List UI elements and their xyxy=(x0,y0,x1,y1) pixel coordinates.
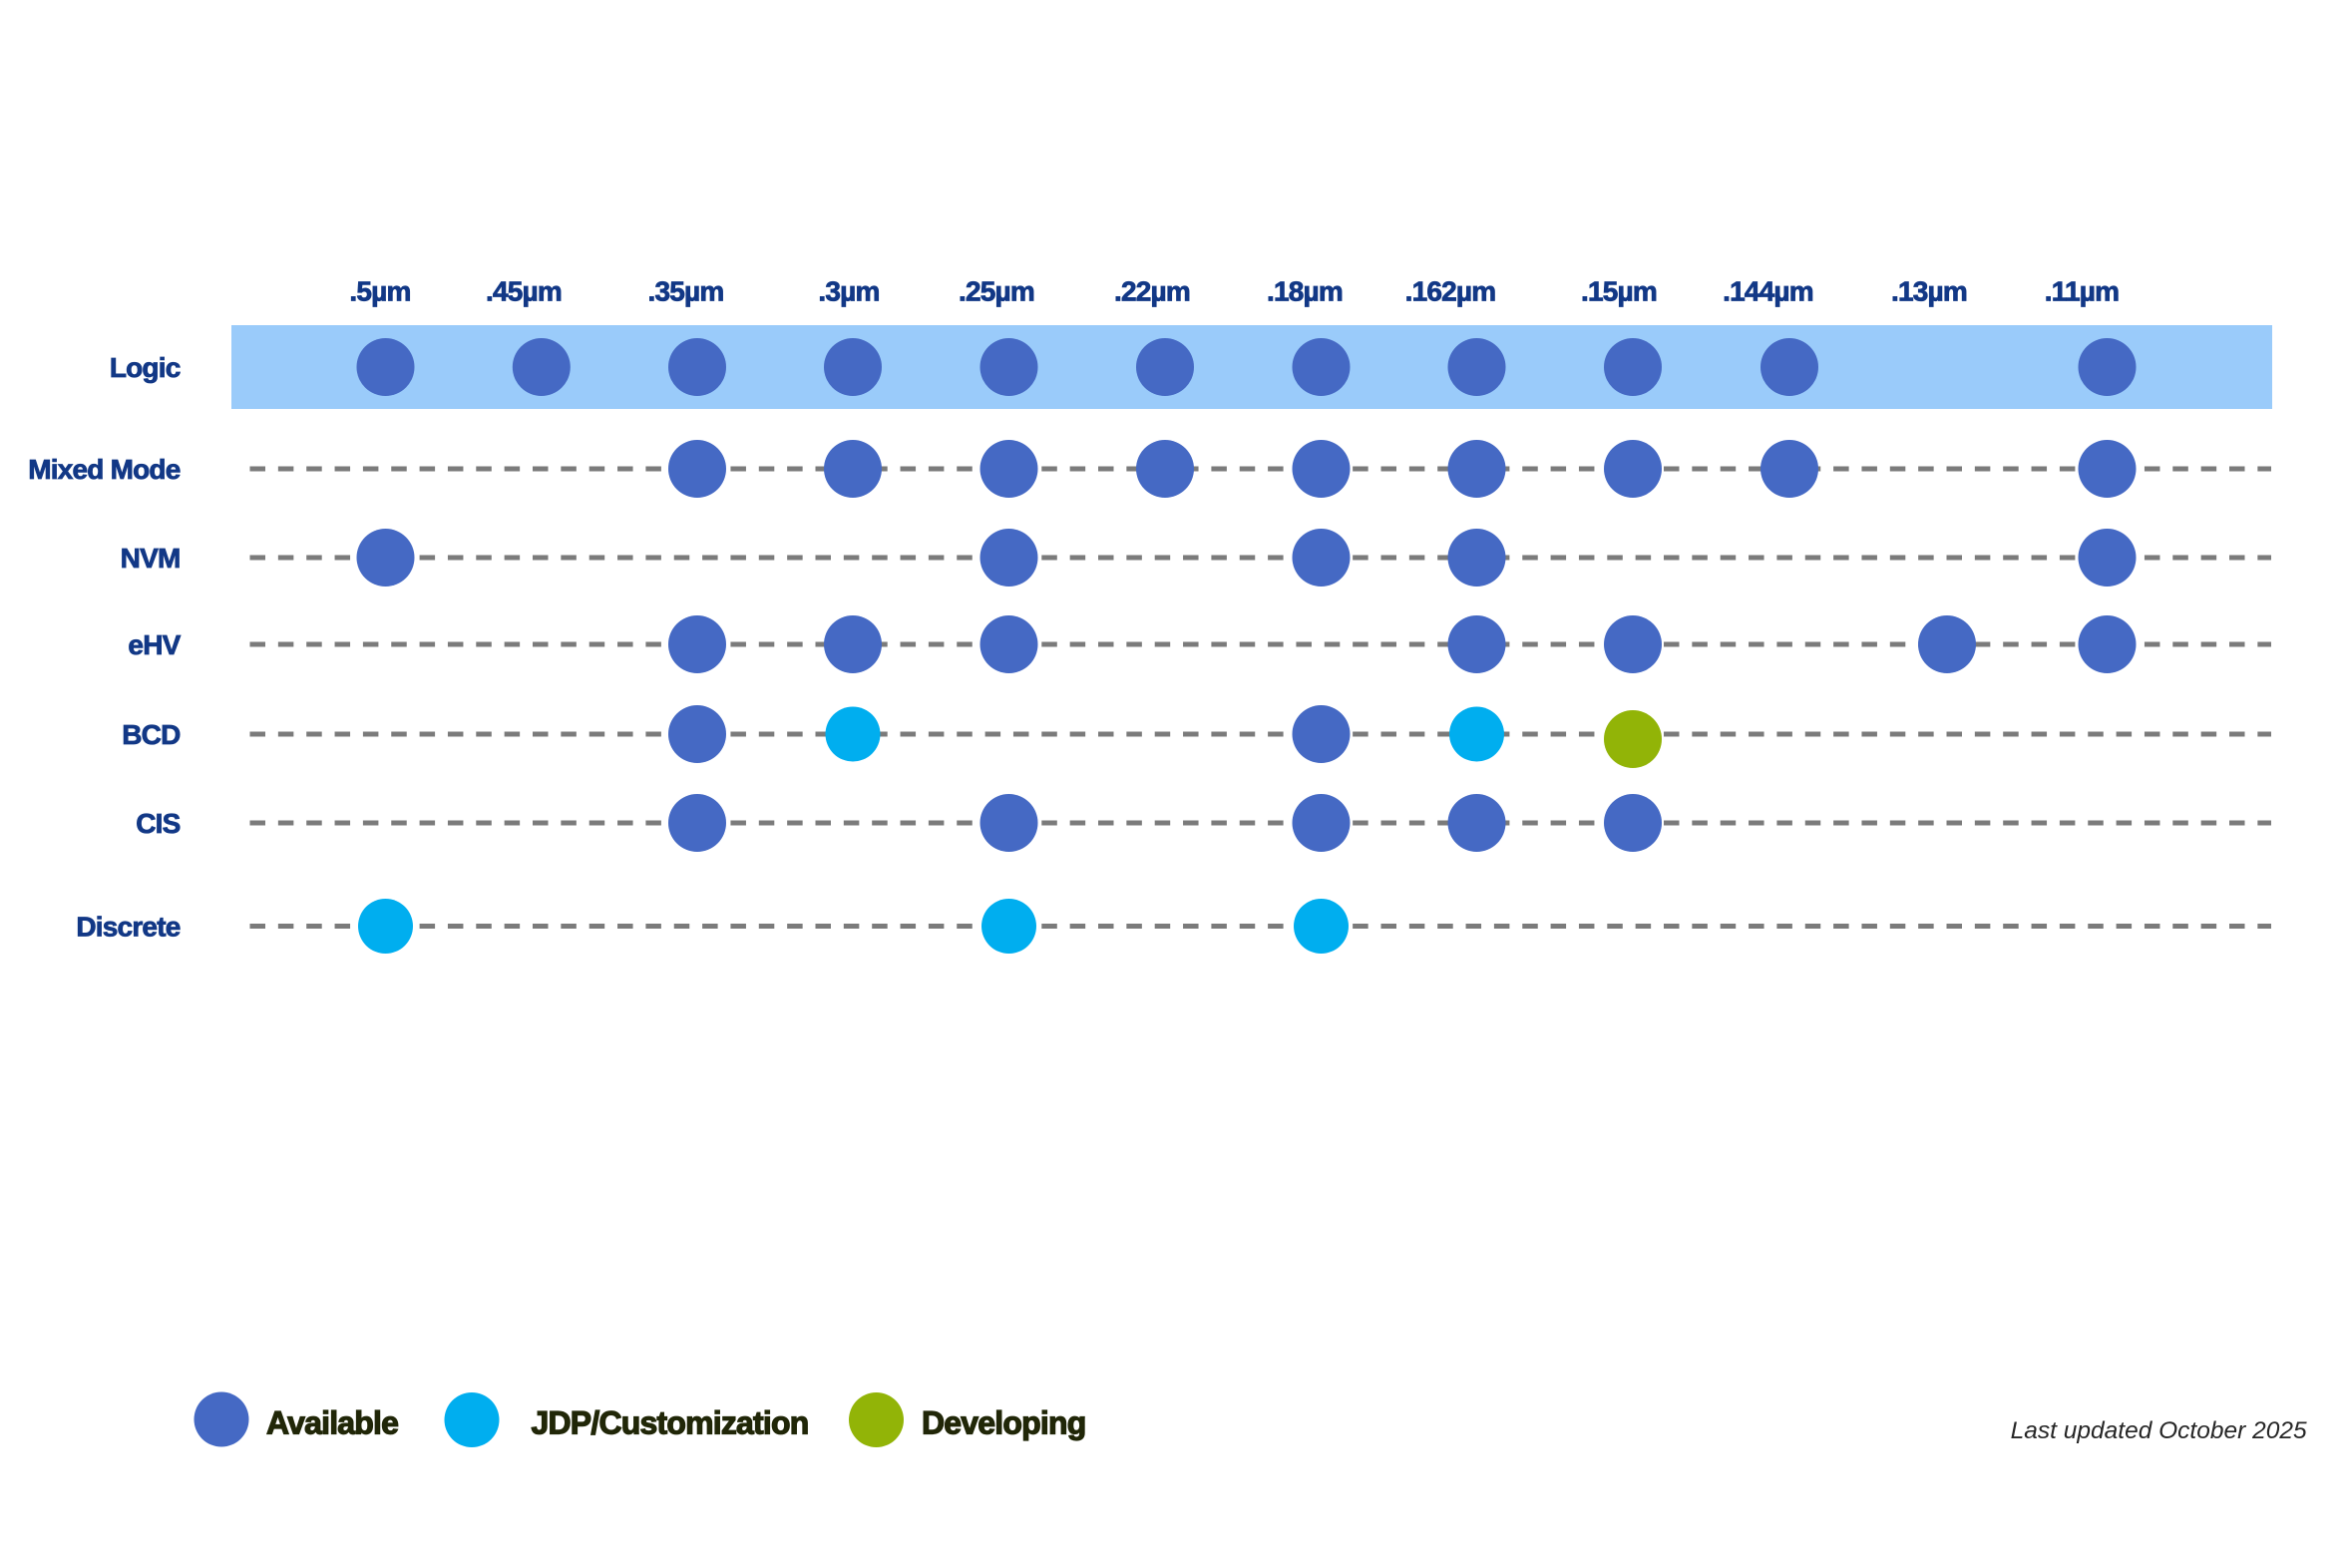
svg-text:Available: Available xyxy=(266,1405,398,1441)
svg-text:.162µm: .162µm xyxy=(1405,276,1496,307)
svg-text:eHV: eHV xyxy=(128,629,181,660)
svg-text:.13µm: .13µm xyxy=(1891,276,1967,307)
svg-text:Discrete: Discrete xyxy=(76,912,180,943)
svg-text:.3µm: .3µm xyxy=(818,276,879,307)
svg-text:NVM: NVM xyxy=(121,543,181,574)
svg-text:.5µm: .5µm xyxy=(349,276,410,307)
svg-text:BCD: BCD xyxy=(122,719,181,750)
svg-text:Logic: Logic xyxy=(110,352,181,383)
svg-text:Mixed Mode: Mixed Mode xyxy=(28,454,180,485)
svg-text:Developing: Developing xyxy=(922,1405,1085,1441)
svg-text:.18µm: .18µm xyxy=(1267,276,1343,307)
svg-text:.35µm: .35µm xyxy=(648,276,724,307)
svg-text:.11µm: .11µm xyxy=(2045,276,2119,307)
svg-text:.15µm: .15µm xyxy=(1581,276,1657,307)
svg-text:CIS: CIS xyxy=(136,808,180,839)
svg-text:Last updated October 2025: Last updated October 2025 xyxy=(2011,1417,2307,1444)
svg-text:JDP/Customization: JDP/Customization xyxy=(532,1405,809,1441)
svg-text:.144µm: .144µm xyxy=(1723,276,1813,307)
svg-text:.25µm: .25µm xyxy=(959,276,1034,307)
svg-text:.22µm: .22µm xyxy=(1114,276,1190,307)
svg-text:.45µm: .45µm xyxy=(486,276,562,307)
